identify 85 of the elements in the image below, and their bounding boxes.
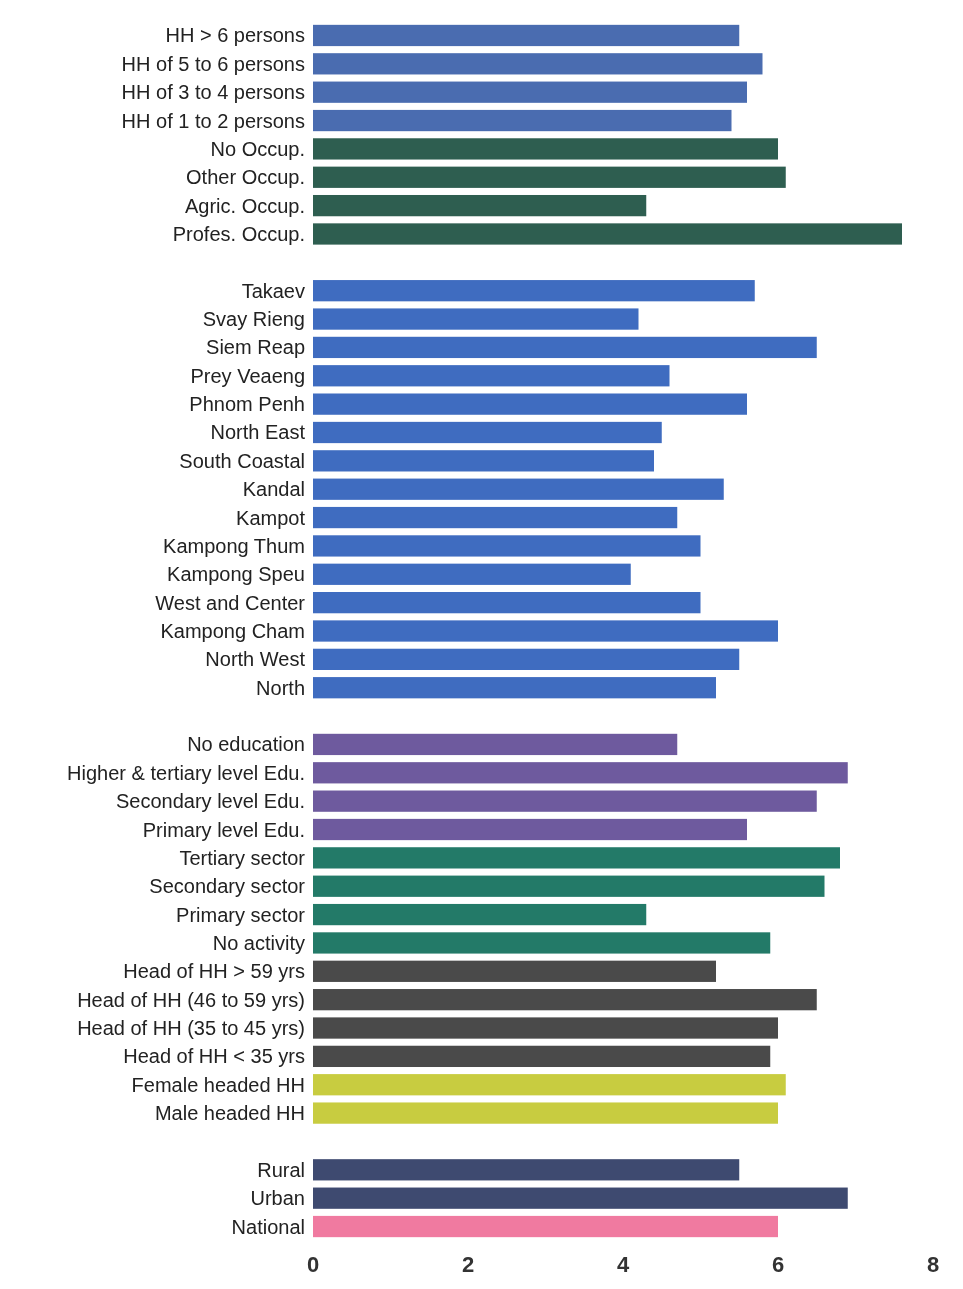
y-tick-label: Svay Rieng bbox=[202, 308, 305, 331]
bar bbox=[313, 932, 771, 954]
y-tick-label: Higher & tertiary level Edu. bbox=[67, 761, 305, 784]
y-tick-label: Urban bbox=[250, 1187, 305, 1210]
x-tick-label: 4 bbox=[616, 1252, 630, 1277]
y-tick-label: North West bbox=[205, 648, 306, 671]
y-tick-label: Phnom Penh bbox=[189, 393, 305, 416]
y-tick-label: HH > 6 persons bbox=[165, 24, 305, 47]
x-tick-label: 8 bbox=[926, 1252, 940, 1277]
y-tick-label: Secondary level Edu. bbox=[115, 790, 305, 813]
y-tick-label: North bbox=[256, 676, 305, 699]
bar bbox=[313, 365, 670, 387]
bar bbox=[313, 166, 786, 188]
y-tick-label: No activity bbox=[212, 931, 305, 954]
y-tick-label: Prey Veaeng bbox=[190, 364, 305, 387]
y-tick-label: Head of HH (35 to 45 yrs) bbox=[77, 1017, 305, 1040]
bar bbox=[313, 648, 740, 670]
bar bbox=[313, 733, 678, 756]
bar bbox=[313, 790, 817, 812]
y-tick-label: Female headed HH bbox=[131, 1073, 305, 1096]
bar bbox=[313, 421, 662, 444]
y-tick-label: North East bbox=[210, 421, 306, 444]
y-tick-label: Head of HH > 59 yrs bbox=[123, 960, 305, 983]
bar bbox=[313, 677, 716, 699]
y-tick-label: Tertiary sector bbox=[179, 846, 306, 869]
y-tick-label: Siem Reap bbox=[206, 336, 305, 359]
bar bbox=[313, 1074, 786, 1096]
bar bbox=[313, 620, 778, 642]
x-tick-label: 0 bbox=[306, 1252, 320, 1277]
y-tick-label: Kampong Speu bbox=[167, 563, 305, 586]
bar bbox=[313, 1102, 778, 1124]
y-tick-label: Head of HH (46 to 59 yrs) bbox=[77, 988, 305, 1011]
bar bbox=[313, 1215, 778, 1238]
y-tick-label: Rural bbox=[257, 1158, 305, 1181]
bar bbox=[313, 308, 639, 330]
y-tick-label: Other Occup. bbox=[186, 166, 305, 189]
bar bbox=[313, 535, 701, 557]
bar bbox=[313, 592, 701, 614]
bar bbox=[313, 989, 817, 1011]
bar bbox=[313, 53, 763, 75]
bar bbox=[313, 336, 817, 359]
y-tick-label: HH of 5 to 6 persons bbox=[121, 52, 305, 75]
y-tick-label: Head of HH < 35 yrs bbox=[123, 1045, 305, 1068]
y-tick-label: Kandal bbox=[242, 478, 305, 501]
bar bbox=[313, 478, 724, 500]
bar bbox=[313, 903, 647, 926]
y-tick-label: Kampong Thum bbox=[163, 534, 305, 557]
y-tick-label: HH of 3 to 4 persons bbox=[121, 81, 305, 104]
y-tick-label: No education bbox=[187, 733, 305, 756]
y-tick-label: Secondary sector bbox=[149, 875, 306, 898]
y-tick-label: Agric. Occup. bbox=[184, 194, 305, 217]
bar bbox=[313, 450, 654, 472]
bar bbox=[313, 280, 755, 302]
bar bbox=[313, 24, 740, 47]
bar bbox=[313, 1045, 771, 1068]
bar bbox=[313, 223, 902, 245]
bar bbox=[313, 393, 747, 415]
x-tick-label: 2 bbox=[461, 1252, 475, 1277]
y-tick-label: Takaev bbox=[241, 279, 305, 302]
y-tick-label: Primary level Edu. bbox=[142, 818, 305, 841]
bar bbox=[313, 81, 747, 103]
x-tick-label: 6 bbox=[771, 1252, 785, 1277]
y-tick-label: South Coastal bbox=[179, 449, 305, 472]
y-tick-label: Primary sector bbox=[176, 903, 306, 926]
bar bbox=[313, 960, 716, 982]
y-tick-label: Kampong Cham bbox=[160, 620, 305, 642]
y-tick-label: Male headed HH bbox=[154, 1102, 305, 1125]
bar bbox=[313, 875, 825, 897]
bar bbox=[313, 1017, 778, 1039]
bar bbox=[313, 563, 631, 585]
y-tick-label: Kampot bbox=[236, 506, 306, 529]
bar bbox=[313, 1159, 740, 1181]
bar bbox=[313, 109, 732, 132]
bar bbox=[313, 762, 848, 784]
y-tick-label: West and Center bbox=[155, 591, 306, 614]
bar bbox=[313, 194, 647, 217]
y-tick-label: HH of 1 to 2 persons bbox=[121, 109, 305, 132]
bar bbox=[313, 818, 747, 841]
bar bbox=[313, 1187, 848, 1209]
y-tick-label: Profes. Occup. bbox=[172, 222, 305, 245]
y-tick-label: National bbox=[231, 1215, 305, 1238]
bar bbox=[313, 506, 678, 529]
bar bbox=[313, 138, 778, 160]
bar bbox=[313, 847, 840, 869]
y-tick-label: No Occup. bbox=[210, 137, 305, 160]
